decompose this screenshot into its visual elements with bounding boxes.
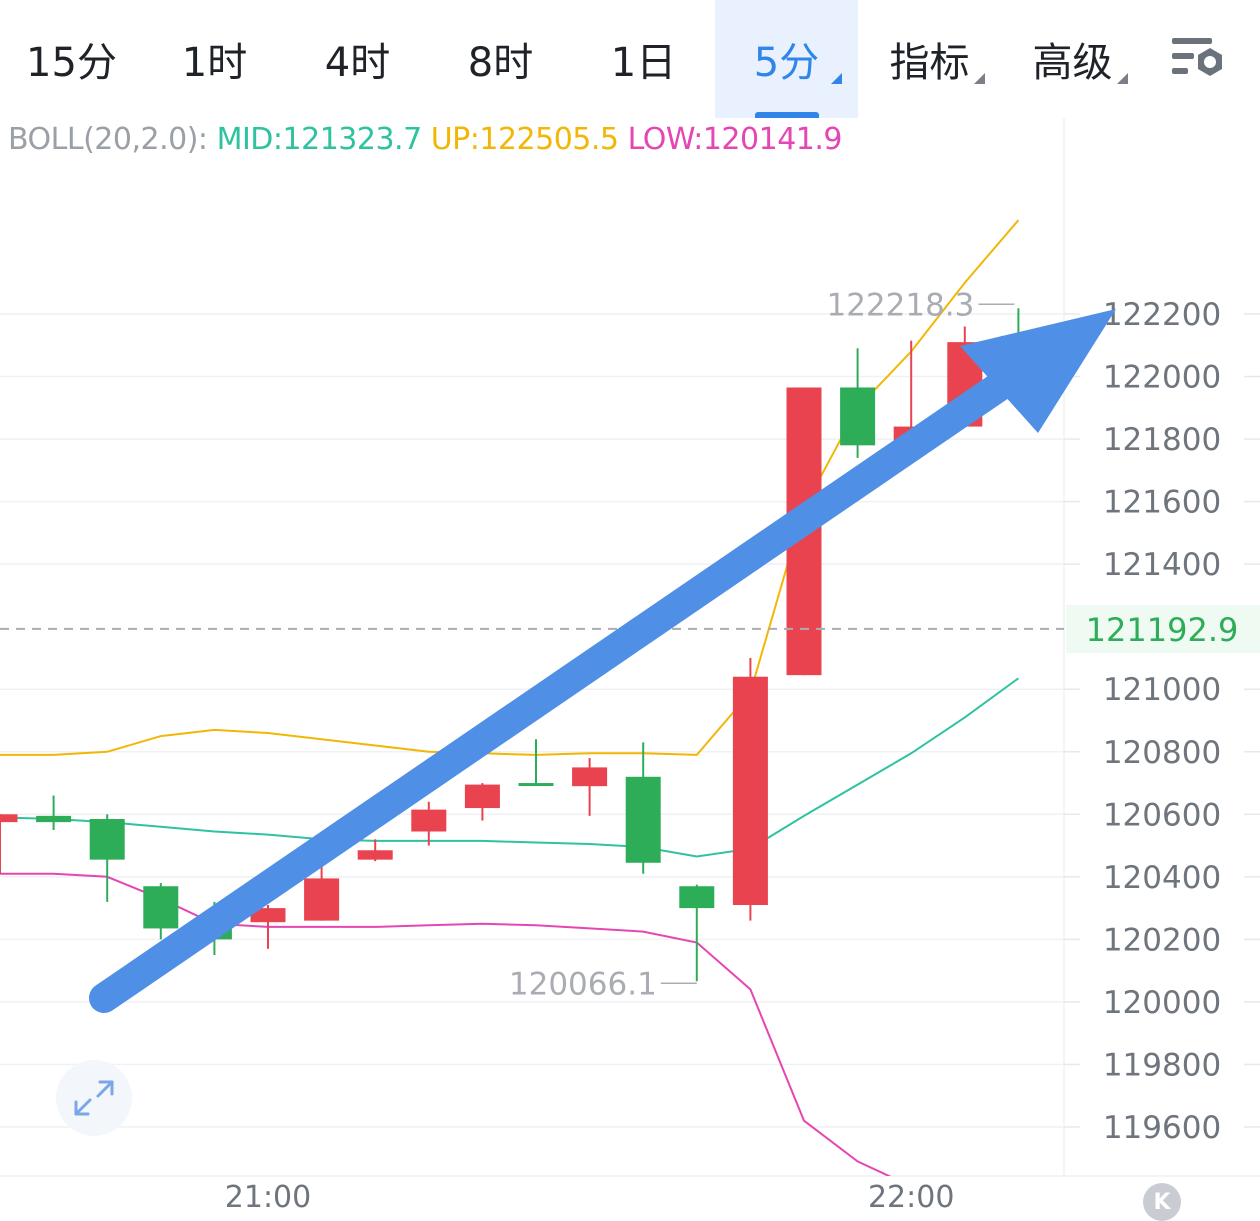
tab-3[interactable]: 8时 xyxy=(429,0,572,118)
tab-label: 4时 xyxy=(324,40,391,86)
candle-body xyxy=(357,850,393,860)
trend-arrow-shaft xyxy=(89,360,1031,1013)
tab-0[interactable]: 15分 xyxy=(0,0,143,118)
candle xyxy=(732,657,768,921)
candle xyxy=(464,783,500,821)
tab-label: 指标 xyxy=(889,40,970,86)
time-axis: 21:00 22:00 xyxy=(225,1180,955,1215)
current-price-badge xyxy=(1066,604,1260,653)
y-tick-label: 120000 xyxy=(1103,985,1221,1021)
dropdown-caret-icon xyxy=(974,73,985,84)
tab-label: 15分 xyxy=(26,40,117,86)
tab-label: 1日 xyxy=(610,40,677,86)
y-tick-label: 120400 xyxy=(1103,860,1221,896)
candle xyxy=(518,739,554,787)
candle-body xyxy=(840,387,876,446)
price-axis: 122200 122000 121800 121600 121400 121000 1208… xyxy=(1103,297,1221,1146)
candle-body xyxy=(572,767,608,787)
dropdown-caret-icon xyxy=(831,73,842,84)
candle xyxy=(625,742,661,874)
boll-legend-prefix: BOLL(20,2.0): xyxy=(8,122,208,157)
candle-body xyxy=(304,878,340,921)
y-tick-label: 121000 xyxy=(1103,672,1221,708)
candle-body xyxy=(518,783,554,787)
y-tick-label: 122200 xyxy=(1103,297,1221,333)
current-price-label: 121192.9 xyxy=(1086,611,1239,649)
y-tick-label: 121800 xyxy=(1103,422,1221,458)
candle-body xyxy=(89,818,125,860)
tab-label: 高级 xyxy=(1032,40,1113,86)
boll-legend: BOLL(20,2.0): MID:121323.7 UP:122505.5 L… xyxy=(8,122,843,157)
y-tick-label: 120200 xyxy=(1103,922,1221,958)
dropdown-caret-icon xyxy=(1117,73,1128,84)
y-tick-label: 119600 xyxy=(1103,1110,1221,1146)
expand-icon xyxy=(74,1080,114,1116)
candle xyxy=(250,904,286,949)
tab-label: 5分 xyxy=(753,40,820,86)
tab-7[interactable]: 高级 xyxy=(1001,0,1144,118)
boll-legend-mid: MID:121323.7 xyxy=(216,122,423,157)
candle xyxy=(411,801,447,846)
candle xyxy=(143,883,179,940)
min-price-label: 120066.1 xyxy=(509,966,657,1002)
candle-body xyxy=(679,886,715,909)
timeframe-toolbar: 15分 1时 4时 8时 1日 5分 指标 高级 xyxy=(0,0,1260,118)
candle-body xyxy=(464,784,500,809)
candle-body xyxy=(250,908,286,923)
fullscreen-expand-button[interactable] xyxy=(56,1060,132,1136)
candle-body xyxy=(732,676,768,905)
candle-body xyxy=(36,815,72,823)
current-price-line: 121192.9 xyxy=(0,604,1260,653)
tab-label: 1时 xyxy=(181,40,248,86)
trend-arrow-head xyxy=(960,309,1116,433)
boll-legend-low: LOW:120141.9 xyxy=(627,122,843,157)
tab-4[interactable]: 1日 xyxy=(572,0,715,118)
active-tab-indicator xyxy=(755,112,819,118)
y-tick-label: 121400 xyxy=(1103,547,1221,583)
y-tick-label: 120600 xyxy=(1103,797,1221,833)
tab-5[interactable]: 5分 xyxy=(715,0,858,118)
tab-label: 8时 xyxy=(467,40,534,86)
annotations: 122218.3 120066.1 xyxy=(509,287,1015,1002)
candle-body xyxy=(143,886,179,929)
boll-mid-line xyxy=(0,677,1019,858)
y-tick-label: 121600 xyxy=(1103,485,1221,521)
candle xyxy=(840,348,876,458)
y-tick-label: 122000 xyxy=(1103,360,1221,396)
candles xyxy=(0,308,1036,982)
candle xyxy=(572,758,608,816)
candle-body xyxy=(411,809,447,832)
y-tick-label: 119800 xyxy=(1103,1047,1221,1083)
k-logo-icon: K xyxy=(1143,1183,1181,1221)
trend-arrow-icon xyxy=(89,309,1116,1013)
tab-1[interactable]: 1时 xyxy=(143,0,286,118)
boll-legend-up: UP:122505.5 xyxy=(430,122,619,157)
tab-6[interactable]: 指标 xyxy=(858,0,1001,118)
candle xyxy=(357,839,393,862)
x-tick-label: 22:00 xyxy=(868,1180,954,1215)
candle xyxy=(0,814,18,874)
candle xyxy=(89,814,125,902)
candle xyxy=(679,884,715,982)
candle-body xyxy=(625,776,661,863)
max-price-label: 122218.3 xyxy=(826,287,974,323)
candle-body xyxy=(0,814,18,823)
chart-settings-icon[interactable] xyxy=(1168,34,1230,86)
candle xyxy=(304,861,340,921)
x-tick-label: 21:00 xyxy=(225,1180,311,1215)
candle xyxy=(36,795,72,830)
tab-2[interactable]: 4时 xyxy=(286,0,429,118)
y-tick-label: 120800 xyxy=(1103,735,1221,771)
